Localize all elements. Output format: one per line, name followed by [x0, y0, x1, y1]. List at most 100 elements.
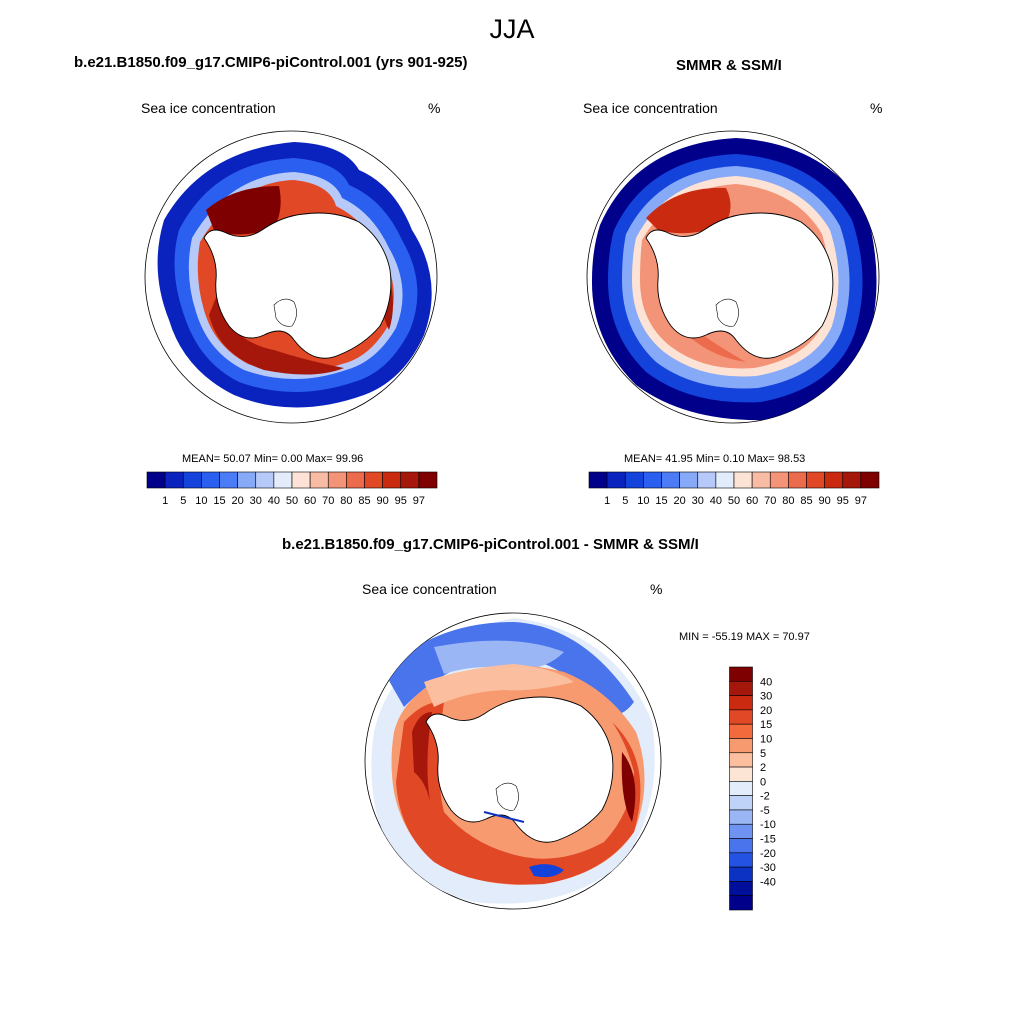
colorbar-model-tick-label: 1	[162, 495, 168, 507]
colorbar-diff-swatch	[729, 709, 753, 725]
colorbar-diff-swatch	[729, 795, 753, 811]
colorbar-diff-swatch	[729, 695, 753, 711]
colorbar-model-tick-label: 70	[322, 495, 334, 507]
colorbar-obs-swatch	[588, 471, 608, 489]
colorbar-obs-tick-label: 50	[728, 495, 740, 507]
colorbar-obs-swatch	[769, 471, 789, 489]
diff-panel-title: b.e21.B1850.f09_g17.CMIP6-piControl.001 …	[282, 536, 699, 553]
colorbar-model-tick-label: 50	[286, 495, 298, 507]
panel-obs-units: %	[870, 100, 883, 116]
colorbar-diff-swatch	[729, 895, 753, 911]
colorbar-obs-tick-label: 40	[710, 495, 722, 507]
colorbar-model-tick-label: 5	[180, 495, 186, 507]
colorbar-obs-tick-label: 80	[782, 495, 794, 507]
panel-model-left-label: Sea ice concentration	[141, 100, 276, 116]
colorbar-diff-tick-label: -30	[760, 862, 776, 874]
colorbar-model-swatch	[327, 471, 347, 489]
colorbar-obs-swatch	[842, 471, 862, 489]
colorbar-obs-tick-label: 10	[637, 495, 649, 507]
model-antarctica-land	[203, 212, 392, 359]
colorbar-model-tick-label: 85	[358, 495, 370, 507]
colorbar-obs-tick-label: 20	[674, 495, 686, 507]
colorbar-obs-swatch	[624, 471, 644, 489]
colorbar-obs-swatch	[679, 471, 699, 489]
colorbar-model-tick-label: 40	[268, 495, 280, 507]
colorbar-diff-swatch	[729, 752, 753, 768]
colorbar-obs-swatch	[788, 471, 807, 489]
colorbar-diff-tick-label: 0	[760, 776, 766, 788]
colorbar-obs-swatch	[733, 471, 753, 489]
colorbar-diff-tick-label: 10	[760, 733, 772, 745]
colorbar-diff-tick-label: -40	[760, 876, 776, 888]
colorbar-model-tick-label: 20	[232, 495, 244, 507]
colorbar-obs-tick-label: 1	[604, 495, 610, 507]
colorbar-diff-tick-label: -15	[760, 834, 776, 846]
diff-panel-units: %	[650, 581, 663, 597]
colorbar-obs-swatch	[860, 471, 880, 489]
model-polar-map	[144, 130, 438, 424]
colorbar-obs-tick-label: 95	[837, 495, 849, 507]
colorbar-obs-swatch	[751, 471, 771, 489]
colorbar-model-swatch	[182, 471, 202, 489]
colorbar-diff-tick-label: 15	[760, 719, 772, 731]
diff-panel-stats: MIN = -55.19 MAX = 70.97	[679, 631, 810, 643]
colorbar-diff-swatch	[729, 666, 753, 682]
colorbar-model-swatch	[219, 471, 238, 489]
colorbar-diff-swatch	[729, 680, 753, 696]
colorbar-diff-tick-label: -5	[760, 805, 770, 817]
colorbar-diff-swatch	[729, 781, 753, 796]
colorbar-diff-swatch	[729, 723, 753, 739]
colorbar-model-swatch	[400, 471, 420, 489]
panel-model-units: %	[428, 100, 441, 116]
panel-model-stats: MEAN= 50.07 Min= 0.00 Max= 99.96	[182, 453, 364, 465]
colorbar-model-tick-label: 10	[195, 495, 207, 507]
colorbar-obs-tick-label: 85	[800, 495, 812, 507]
colorbar-diff-swatch	[729, 838, 753, 854]
colorbar-obs-swatch	[606, 471, 626, 489]
colorbar-diff-tick-label: 20	[760, 705, 772, 717]
colorbar-model-tick-label: 60	[304, 495, 316, 507]
colorbar-model-tick-label: 97	[413, 495, 425, 507]
colorbar-model-tick-label: 95	[395, 495, 407, 507]
colorbar-obs-swatch	[715, 471, 735, 489]
colorbar-model: 1 5 10 15 20 30 40 50 60 70 80 85 90 95 97	[146, 471, 438, 507]
colorbar-model-swatch	[273, 471, 293, 489]
colorbar-obs-tick-label: 60	[746, 495, 758, 507]
colorbar-diff-tick-label: -2	[760, 791, 770, 803]
colorbar-model-swatch	[255, 471, 275, 489]
colorbar-model-swatch	[309, 471, 329, 489]
colorbar-model-tick-label: 80	[340, 495, 352, 507]
panel-obs-title: SMMR & SSM/I	[676, 57, 782, 74]
colorbar-obs: 1 5 10 15 20 30 40 50 60 70 80 85 90 95 97	[588, 471, 880, 507]
colorbar-diff-swatch	[729, 881, 753, 897]
panel-obs-stats: MEAN= 41.95 Min= 0.10 Max= 98.53	[624, 453, 806, 465]
colorbar-model-swatch	[201, 471, 220, 489]
colorbar-diff-swatch	[729, 766, 753, 782]
colorbar-model-swatch	[164, 471, 184, 489]
colorbar-model-swatch	[291, 471, 311, 489]
panel-model-title: b.e21.B1850.f09_g17.CMIP6-piControl.001 …	[74, 54, 468, 71]
colorbar-diff-tick-label: 5	[760, 748, 766, 760]
colorbar-obs-swatch	[806, 471, 825, 489]
colorbar-diff-swatch	[729, 809, 753, 825]
obs-polar-map	[586, 130, 880, 424]
colorbar-diff-tick-label: 40	[760, 676, 772, 688]
colorbar-obs-tick-label: 97	[855, 495, 867, 507]
colorbar-obs-swatch	[643, 471, 662, 489]
colorbar-obs-tick-label: 15	[655, 495, 667, 507]
colorbar-model-swatch	[346, 471, 365, 489]
panel-obs-left-label: Sea ice concentration	[583, 100, 718, 116]
colorbar-model-tick-label: 15	[213, 495, 225, 507]
colorbar-model-swatch	[364, 471, 383, 489]
colorbar-model-swatch	[382, 471, 402, 489]
colorbar-diff-tick-label: -10	[760, 819, 776, 831]
colorbar-diff-tick-label: 2	[760, 762, 766, 774]
colorbar-diff-swatch	[729, 823, 753, 839]
colorbar-model-tick-label: 90	[377, 495, 389, 507]
colorbar-diff-tick-label: 30	[760, 691, 772, 703]
season-title: JJA	[489, 14, 535, 44]
colorbar-model-swatch	[237, 471, 257, 489]
colorbar-obs-swatch	[661, 471, 680, 489]
colorbar-model-swatch	[146, 471, 166, 489]
